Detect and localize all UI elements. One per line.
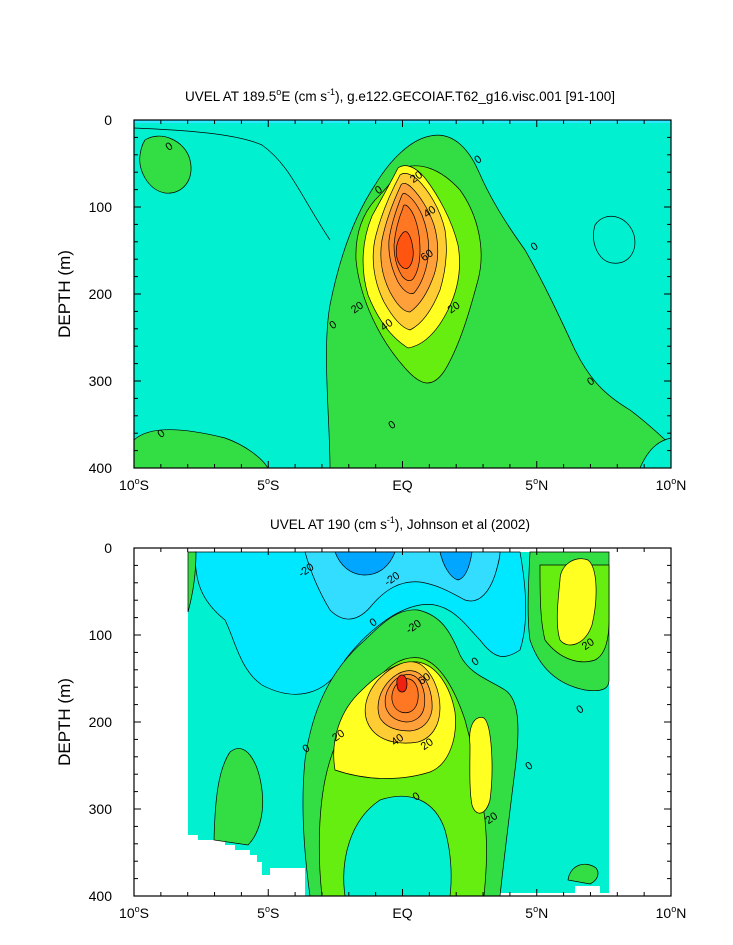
chart-panel-1: UVEL AT 189.5oE (cm s-1), g.e122.GECOIAF… xyxy=(55,87,686,493)
y-tick-label: 0 xyxy=(104,540,112,556)
x-tick-label: 10oN xyxy=(656,904,687,921)
contour-label: 0 xyxy=(523,760,535,773)
contour-label: 0 xyxy=(411,790,423,803)
y-tick-label: 300 xyxy=(89,801,113,817)
chart-2-contour-20-east-lobe-a xyxy=(469,717,493,814)
x-tick-label: 5oS xyxy=(257,476,279,493)
chart-panel-2: UVEL AT 190 (cm s-1), Johnson et al (200… xyxy=(55,515,686,921)
chart-1-contour-0-patch-nw xyxy=(139,135,192,194)
y-tick-label: 100 xyxy=(89,627,113,643)
chart-2-contour-0-ne-patch xyxy=(567,863,599,885)
contour-label: 0 xyxy=(368,616,380,629)
chart-1-field xyxy=(134,120,671,468)
chart-1-contour-0-patch-sw xyxy=(134,429,269,468)
contour-label: 20 xyxy=(330,727,347,744)
chart-2-ylabel: DEPTH (m) xyxy=(55,678,74,766)
contour-label: 0 xyxy=(386,419,398,432)
chart-2-hole-deep-teal xyxy=(343,796,452,896)
contour-label: 60 xyxy=(419,247,436,264)
y-tick-label: 400 xyxy=(89,888,113,904)
chart-1-contour-0-upper xyxy=(134,127,331,241)
chart-2-title: UVEL AT 190 (cm s-1), Johnson et al (200… xyxy=(270,515,530,532)
contour-label: 0 xyxy=(164,140,176,153)
contour-label: 0 xyxy=(327,319,339,332)
contour-label: 0 xyxy=(373,184,385,197)
y-tick-label: 200 xyxy=(89,714,113,730)
x-tick-label: 10oN xyxy=(656,476,687,493)
x-tick-label: EQ xyxy=(392,477,412,493)
contour-label: 20 xyxy=(483,810,500,827)
contour-label: 0 xyxy=(574,703,586,716)
contour-label: 40 xyxy=(389,732,406,749)
contour-label: 40 xyxy=(379,317,396,334)
contour-label: 0 xyxy=(470,655,482,668)
chart-1-contour-0-patch-e xyxy=(593,215,636,264)
contour-label: 20 xyxy=(580,636,597,653)
chart-2-contour-0-west-strip xyxy=(187,551,197,613)
chart-2-contour-20-east-lobe-b xyxy=(556,558,597,646)
y-tick-label: 400 xyxy=(89,460,113,476)
x-tick-label: 10oS xyxy=(119,476,149,493)
contour-label: 60 xyxy=(416,671,433,688)
contour-label: 0 xyxy=(472,153,484,166)
chart-2-field xyxy=(134,548,671,896)
chart-1-title: UVEL AT 189.5oE (cm s-1), g.e122.GECOIAF… xyxy=(185,87,615,104)
chart-2-band-neg30 xyxy=(334,551,473,581)
x-tick-label: EQ xyxy=(392,905,412,921)
x-tick-label: 5oN xyxy=(525,904,548,921)
contour-label: 0 xyxy=(155,427,167,440)
contour-label: 20 xyxy=(408,169,425,186)
x-tick-label: 5oN xyxy=(525,476,548,493)
y-tick-label: 200 xyxy=(89,286,113,302)
contour-label: 20 xyxy=(419,736,436,753)
chart-2-contour-70 xyxy=(396,674,408,693)
contour-label: 0 xyxy=(529,240,541,253)
chart-1-contour-0-patch-ne xyxy=(639,437,671,468)
contour-label: 20 xyxy=(446,299,463,316)
contour-label: 20 xyxy=(349,299,366,316)
contour-label: 0 xyxy=(300,742,312,755)
chart-1-ylabel: DEPTH (m) xyxy=(55,250,74,338)
chart-1-contour-labels: 0 20 0 0 40 0 60 20 20 40 0 0 0 0 xyxy=(155,140,597,440)
contour-label: 0 xyxy=(585,375,597,388)
y-tick-label: 0 xyxy=(104,112,112,128)
chart-2-contour-0-west-lobe xyxy=(213,748,264,846)
chart-1-contour-70 xyxy=(395,231,414,269)
y-tick-label: 300 xyxy=(89,373,113,389)
x-tick-label: 10oS xyxy=(119,904,149,921)
y-tick-label: 100 xyxy=(89,199,113,215)
x-tick-label: 5oS xyxy=(257,904,279,921)
contour-label: 40 xyxy=(421,204,438,221)
